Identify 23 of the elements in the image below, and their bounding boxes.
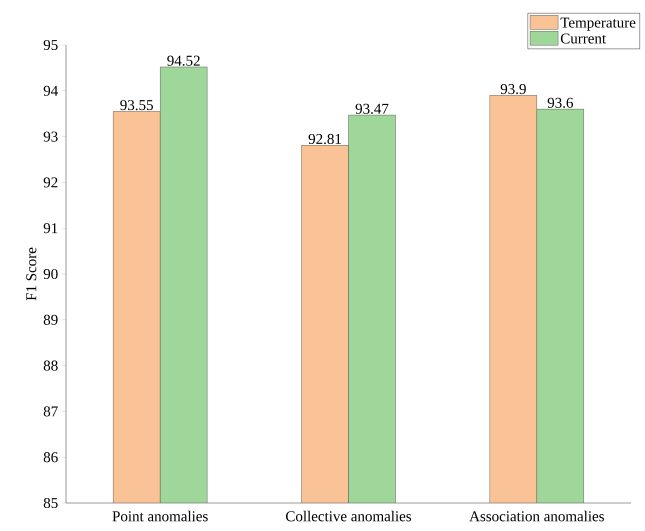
y-tick-label: 87 [44, 406, 58, 416]
y-tick-label: 88 [44, 360, 58, 371]
y-tick-label: 86 [44, 452, 58, 462]
data-label: 92.81 [308, 134, 341, 144]
y-tick-label: 85 [44, 498, 58, 508]
y-tick-label: 95 [44, 40, 58, 50]
y-tick-label: 94 [44, 86, 58, 96]
y-tick-label: 93 [44, 132, 58, 142]
y-tick-label: 89 [44, 314, 58, 325]
y-axis-title: F1 Score [26, 248, 36, 300]
data-label: 93.55 [120, 100, 153, 110]
y-tick-label: 92 [44, 177, 58, 188]
legend-label: Current [560, 33, 606, 44]
data-label: 93.9 [500, 84, 526, 94]
data-label: 94.52 [167, 56, 200, 66]
y-tick-label: 90 [44, 268, 58, 280]
x-tick-label: Point anomalies [112, 510, 208, 522]
data-label: 93.6 [548, 98, 574, 108]
x-tick-label: Collective anomalies [286, 510, 412, 522]
x-tick-label: Association anomalies [469, 510, 604, 522]
y-tick-label: 91 [44, 223, 58, 234]
legend-label: Temperature [560, 18, 636, 31]
data-label: 93.47 [356, 104, 388, 114]
